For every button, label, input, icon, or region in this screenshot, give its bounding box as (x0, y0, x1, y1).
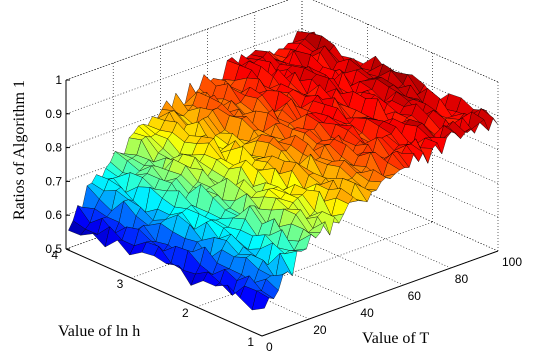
z-tick-label: 1 (55, 73, 62, 87)
surface-mesh (68, 31, 499, 311)
x-tick-label: 0 (266, 340, 273, 352)
x-tick-label: 20 (313, 323, 327, 337)
y-tick-label: 4 (51, 248, 58, 262)
y-axis-line (65, 248, 263, 337)
y-tick-label: 1 (247, 335, 254, 349)
surface-patch (251, 290, 270, 311)
z-tick-label: 0.8 (45, 141, 62, 155)
x-tick-label: 80 (455, 272, 469, 286)
z-tick-label: 0.6 (45, 208, 62, 222)
z-tick-label: 0.5 (45, 242, 62, 256)
x-axis-title: Value of T (362, 330, 429, 347)
x-tick-label: 60 (408, 289, 422, 303)
y-tick-label: 3 (117, 277, 124, 291)
x-axis-line (261, 250, 499, 337)
z-tick-label: 0.9 (45, 107, 62, 121)
x-tick-label: 100 (502, 255, 522, 269)
x-tick-label: 40 (360, 306, 374, 320)
z-axis-title: Ratios of Algorithm 1 (11, 80, 28, 220)
z-tick-label: 0.7 (45, 174, 62, 188)
axis-box (65, 80, 499, 337)
y-tick-label: 2 (182, 306, 189, 320)
y-axis-title: Value of ln h (58, 323, 140, 340)
